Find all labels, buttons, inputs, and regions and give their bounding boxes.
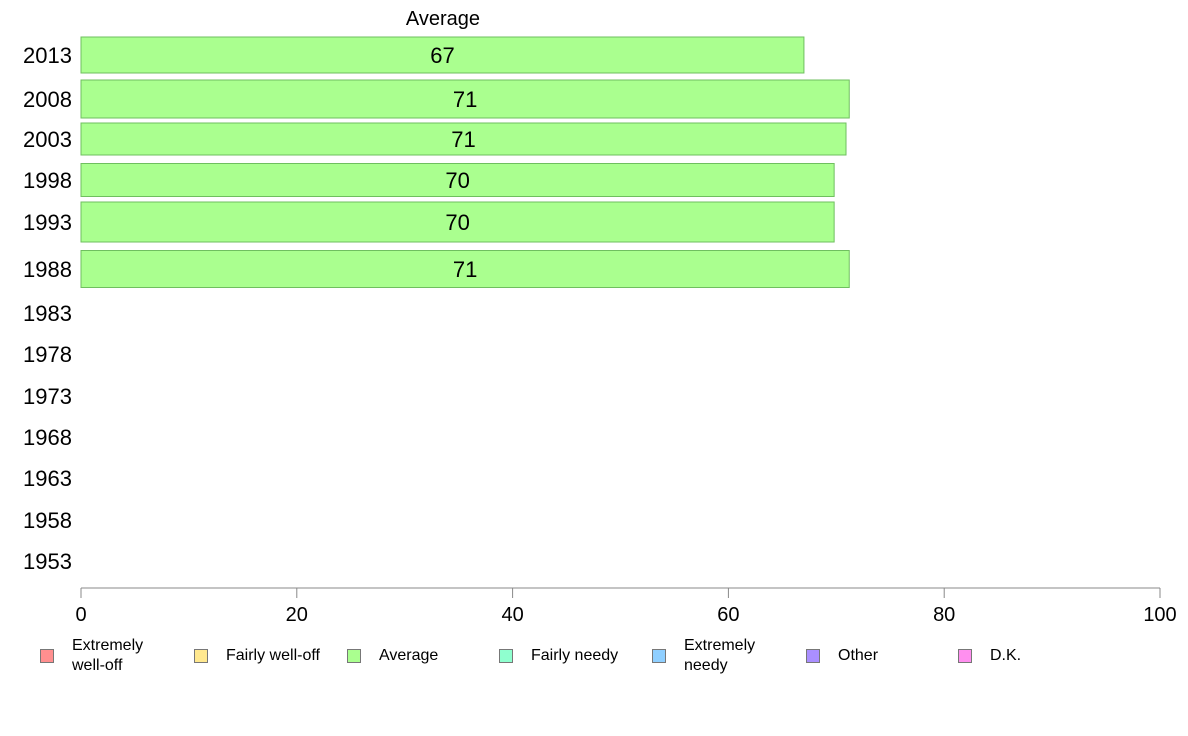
bar-chart: Average 67 71 71 70 70 71 2013 2008 2003 1998 199… <box>23 8 1177 626</box>
legend-label: D.K. <box>990 647 1022 664</box>
x-tick-label: 0 <box>75 604 86 626</box>
y-tick-label: 2008 <box>23 87 72 112</box>
legend-label: Fairly well-off <box>226 647 320 664</box>
x-tick-label: 20 <box>286 604 308 626</box>
legend-label: Other <box>838 647 879 664</box>
legend-item: D.K. <box>958 646 1021 666</box>
y-tick-label: 1963 <box>23 466 72 491</box>
legend-item: Fairly well-off <box>194 646 320 666</box>
y-tick-label: 2003 <box>23 127 72 152</box>
bar <box>80 36 805 74</box>
legend-item: Average <box>347 646 438 666</box>
y-tick-label: 2013 <box>23 43 72 68</box>
bar <box>80 201 835 243</box>
y-tick-label: 1988 <box>23 257 72 282</box>
legend-label: Extremely well-off <box>72 637 144 674</box>
bar-value-label: 71 <box>453 87 477 112</box>
legend-swatch <box>347 649 361 663</box>
legend-label: Fairly needy <box>531 647 619 664</box>
chart-legend: Extremely well-off Fairly well-off Average… <box>0 636 1188 686</box>
x-tick-label: 60 <box>717 604 739 626</box>
x-tick-label: 40 <box>501 604 523 626</box>
legend-label: Extremely needy <box>684 637 756 674</box>
legend-swatch <box>499 649 513 663</box>
legend-swatch <box>194 649 208 663</box>
legend-swatch <box>958 649 972 663</box>
y-tick-label: 1968 <box>23 425 72 450</box>
y-tick-label: 1998 <box>23 168 72 193</box>
bar <box>80 79 850 119</box>
bar-value-label: 67 <box>430 43 454 68</box>
bar-value-label: 71 <box>451 127 475 152</box>
y-tick-label: 1978 <box>23 342 72 367</box>
legend-item: Fairly needy <box>499 646 618 666</box>
y-tick-label: 1993 <box>23 210 72 235</box>
legend-swatch <box>40 649 54 663</box>
legend-swatch <box>652 649 666 663</box>
chart-title: Average <box>406 8 480 30</box>
y-tick-label: 1958 <box>23 508 72 533</box>
legend-item: Extremely needy <box>652 636 755 676</box>
bar <box>80 122 847 156</box>
x-tick-label: 80 <box>933 604 955 626</box>
bar-value-label: 71 <box>453 257 477 282</box>
legend-label: Average <box>379 647 439 664</box>
x-tick-label: 100 <box>1143 604 1176 626</box>
bar <box>80 163 835 197</box>
bar-value-label: 70 <box>445 168 469 193</box>
y-tick-label: 1953 <box>23 549 72 574</box>
legend-item: Extremely well-off <box>40 636 143 676</box>
legend-item: Other <box>806 646 878 666</box>
legend-swatch <box>806 649 820 663</box>
y-tick-label: 1983 <box>23 301 72 326</box>
bar-value-label: 70 <box>445 210 469 235</box>
y-tick-label: 1973 <box>23 384 72 409</box>
bar <box>80 250 850 288</box>
